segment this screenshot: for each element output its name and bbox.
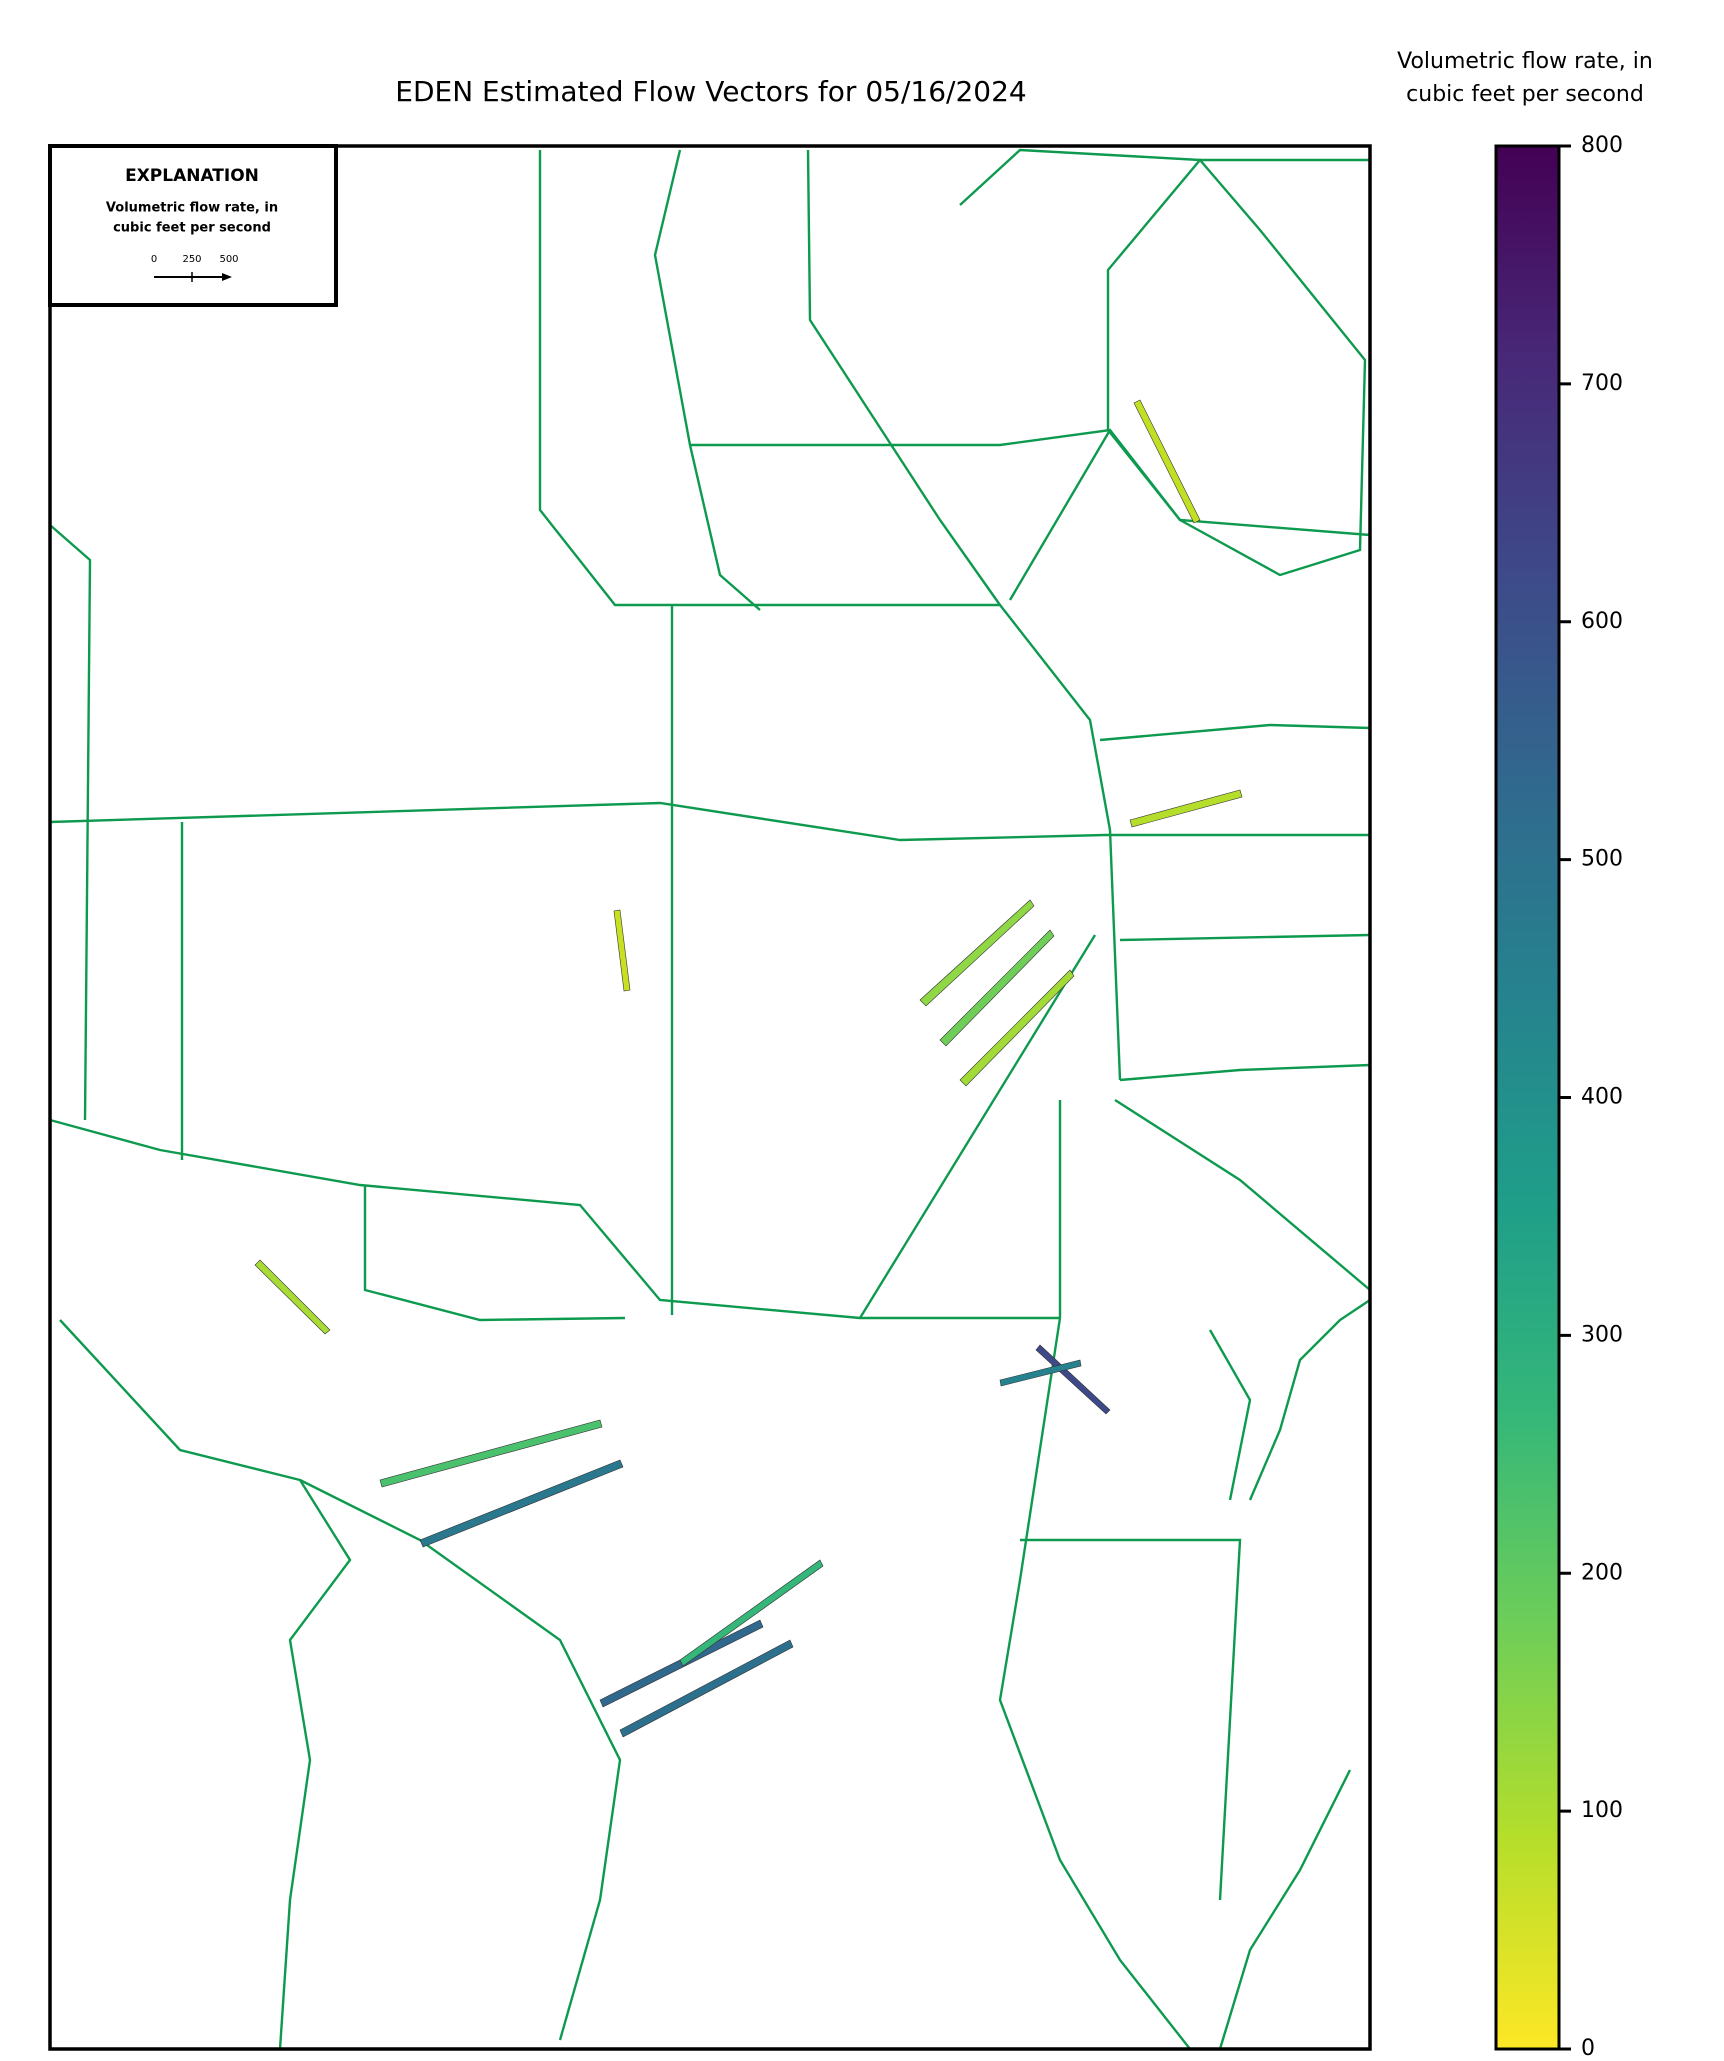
colorbar-tick-label: 500	[1581, 847, 1623, 872]
colorbar-tick-label: 400	[1581, 1085, 1623, 1110]
explanation-line: Volumetric flow rate, in	[106, 201, 278, 216]
colorbar-tick-label: 300	[1581, 1322, 1623, 1347]
scale-label: 0	[151, 254, 157, 265]
colorbar-tick-label: 0	[1581, 2036, 1595, 2061]
colorbar-ticks: 0 100 200 300 400 500 600 700 800	[1559, 133, 1623, 2061]
explanation-box: EXPLANATION Volumetric flow rate, in cub…	[48, 144, 338, 307]
map-title: EDEN Estimated Flow Vectors for 05/16/20…	[395, 75, 1026, 108]
colorbar-tick-label: 600	[1581, 609, 1623, 634]
flow-vectors	[254, 399, 1243, 1738]
map-frame	[48, 144, 1372, 2051]
explanation-frame	[48, 144, 338, 307]
colorbar-label: Volumetric flow rate, in	[1397, 49, 1653, 74]
explanation-heading: EXPLANATION	[125, 166, 259, 186]
colorbar-tick-label: 800	[1581, 133, 1623, 158]
colorbar-label: cubic feet per second	[1406, 82, 1644, 107]
colorbar-tick-label: 700	[1581, 371, 1623, 396]
scale-arrowhead	[222, 273, 232, 281]
scale-label: 500	[219, 254, 238, 265]
colorbar	[1494, 144, 1561, 2051]
colorbar-tick-label: 100	[1581, 1798, 1623, 1823]
explanation-line: cubic feet per second	[113, 221, 271, 236]
map-canals	[49, 148, 1371, 2050]
colorbar-tick-label: 200	[1581, 1560, 1623, 1585]
scale-label: 250	[182, 254, 201, 265]
